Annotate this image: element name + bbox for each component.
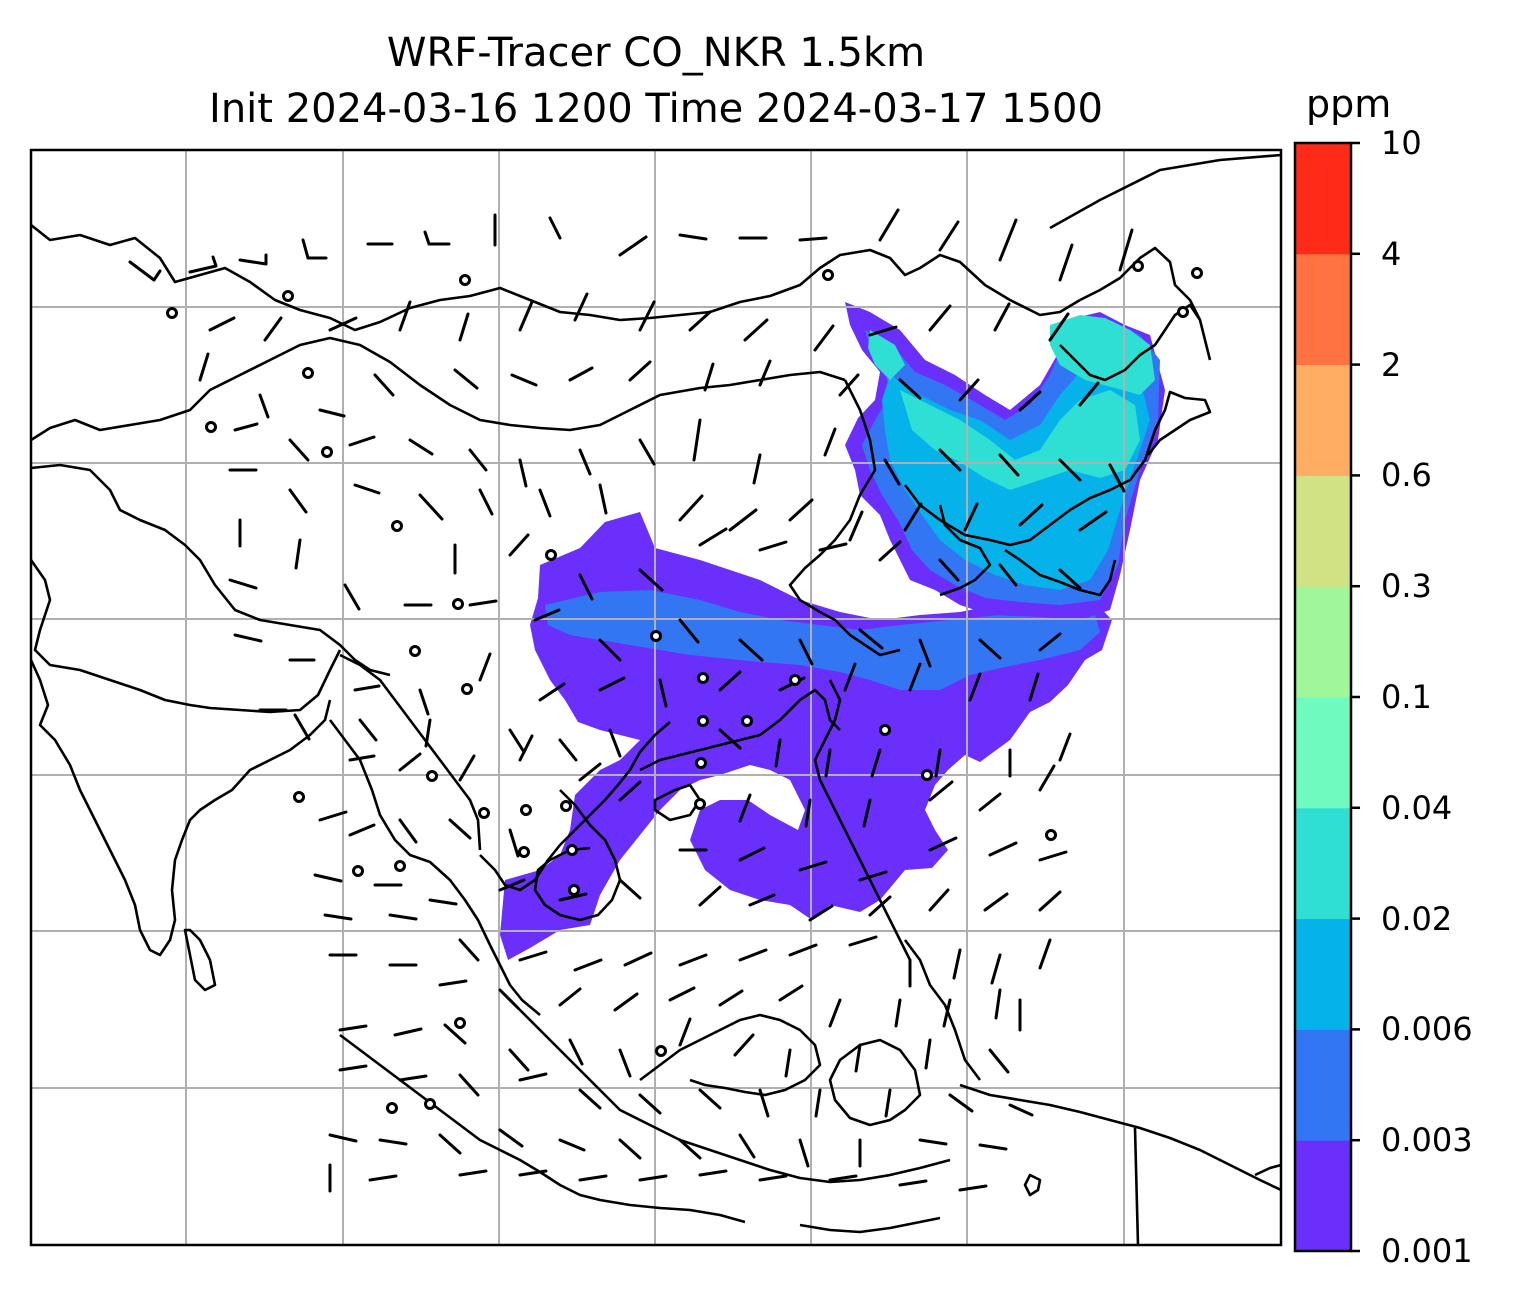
colorbar-tick-label: 10 — [1381, 124, 1422, 162]
plume-level-0.02-east — [1050, 315, 1155, 395]
colorbar-tick-label: 0.006 — [1381, 1010, 1473, 1049]
colorbar-tick-label: 2 — [1381, 345, 1402, 384]
colorbar-tick-label: 0.001 — [1381, 1232, 1473, 1270]
colorbar-tick-label: 0.003 — [1381, 1121, 1473, 1160]
colorbar-segment — [1295, 475, 1351, 587]
plume-level-0.003 — [545, 590, 1100, 690]
map-subtitle: Init 2024-03-16 1200 Time 2024-03-17 150… — [209, 86, 1103, 132]
map-frame — [29, 148, 1283, 1247]
colorbar-tick-label: 0.6 — [1381, 456, 1432, 495]
colorbar-segment — [1295, 918, 1351, 1030]
colorbar-tick-label: 0.04 — [1381, 788, 1453, 827]
calm-wind-markers — [166, 260, 1203, 1114]
colorbar-tick-label: 0.1 — [1381, 678, 1432, 716]
colorbar-segment — [1295, 807, 1351, 920]
colorbar-tick-label: 4 — [1381, 234, 1402, 273]
colorbar-segment — [1295, 364, 1351, 476]
colorbar-tick-label: 0.3 — [1381, 567, 1432, 606]
colorbar-tick-label: 0.02 — [1381, 899, 1453, 938]
tracer-plume — [500, 302, 1165, 960]
colorbar-segment — [1295, 697, 1351, 809]
colorbar — [1293, 141, 1360, 1253]
colorbar-segment — [1295, 1029, 1351, 1141]
plume-level-0.02-nw — [868, 330, 905, 380]
colorbar-segment — [1295, 143, 1351, 255]
colorbar-units: ppm — [1306, 82, 1392, 126]
colorbar-segment — [1295, 253, 1351, 366]
map-title: WRF-Tracer CO_NKR 1.5km — [386, 30, 926, 76]
colorbar-segment — [1295, 1140, 1351, 1252]
plume-level-0.02-ne — [900, 390, 1140, 490]
colorbar-segment — [1295, 586, 1351, 698]
